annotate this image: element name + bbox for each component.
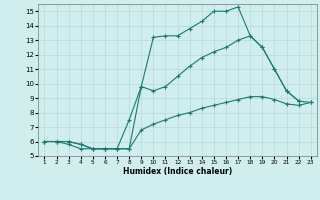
X-axis label: Humidex (Indice chaleur): Humidex (Indice chaleur) (123, 167, 232, 176)
